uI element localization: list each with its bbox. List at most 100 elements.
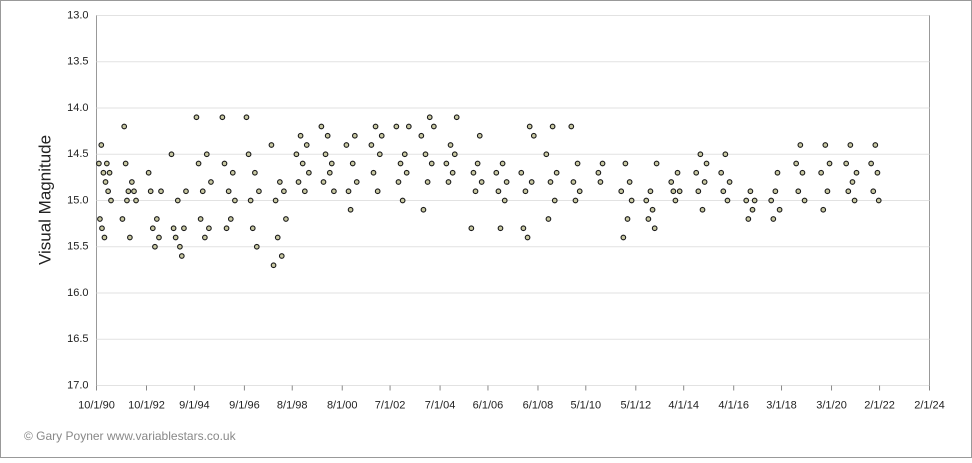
data-point: [276, 179, 283, 185]
data-point: [153, 216, 160, 222]
data-point: [574, 160, 581, 167]
data-point: [572, 197, 579, 204]
data-point: [145, 169, 152, 176]
data-point: [720, 188, 727, 195]
data-point: [199, 188, 206, 195]
data-point: [374, 188, 381, 195]
data-point: [147, 188, 154, 195]
y-tick-label: 16.5: [67, 333, 88, 345]
data-point: [843, 160, 850, 167]
data-point: [397, 160, 404, 167]
data-point: [125, 188, 132, 195]
data-point: [174, 197, 181, 204]
data-point: [651, 225, 658, 232]
data-point: [293, 151, 300, 158]
data-point: [256, 188, 262, 195]
data-point: [874, 169, 881, 176]
data-point: [331, 188, 337, 195]
data-point: [693, 169, 700, 176]
data-point: [283, 216, 289, 222]
data-point: [453, 114, 460, 121]
footer: © Gary Poyner www.variablestars.co.uk: [24, 429, 237, 443]
data-point: [320, 179, 327, 185]
data-point: [872, 142, 879, 148]
data-point: [122, 160, 129, 167]
data-point: [133, 197, 139, 204]
data-point: [653, 160, 660, 167]
x-tick-label: 9/1/96: [229, 399, 260, 411]
data-point: [849, 179, 856, 185]
data-point: [353, 179, 360, 185]
data-point: [418, 132, 425, 139]
data-point: [643, 197, 650, 204]
data-point: [243, 114, 250, 121]
data-point: [318, 123, 325, 130]
x-tick-label: 6/1/06: [473, 399, 504, 411]
y-tick-label: 16.0: [67, 287, 88, 299]
data-point: [626, 179, 633, 185]
x-tick-label: 4/1/16: [718, 399, 749, 411]
data-point: [774, 169, 781, 176]
data-point: [227, 216, 234, 222]
data-point: [801, 197, 808, 204]
y-tick-label: 14.5: [67, 148, 88, 160]
data-point: [701, 179, 708, 185]
data-point: [443, 160, 450, 167]
data-point: [695, 188, 702, 195]
x-tick-label: 6/1/08: [523, 399, 554, 411]
data-point: [206, 225, 212, 232]
y-axis-label: Visual Magnitude: [35, 135, 54, 265]
data-point: [674, 169, 681, 176]
data-point: [178, 253, 185, 259]
data-point: [303, 142, 310, 148]
data-point: [99, 225, 105, 232]
data-point: [468, 225, 475, 232]
data-point: [474, 160, 481, 167]
y-tick-label: 13.5: [67, 56, 88, 68]
data-point: [108, 197, 114, 204]
data-point: [124, 197, 130, 204]
x-tick-label: 7/1/04: [425, 399, 456, 411]
data-point: [497, 225, 504, 232]
data-point: [576, 188, 583, 195]
data-point: [131, 188, 137, 195]
x-tick-label: 4/1/14: [668, 399, 699, 411]
data-point: [503, 179, 510, 185]
data-point: [526, 123, 533, 130]
x-tick-label: 5/1/10: [570, 399, 601, 411]
data-point: [152, 243, 158, 250]
x-tick-label: 3/1/18: [766, 399, 797, 411]
data-point: [868, 160, 874, 167]
data-point: [476, 132, 483, 139]
data-point: [223, 225, 230, 232]
x-tick-label: 10/1/90: [78, 399, 115, 411]
data-point: [822, 142, 829, 148]
data-point: [119, 216, 126, 222]
data-point: [595, 169, 602, 176]
data-point: [252, 169, 258, 176]
data-point: [749, 206, 756, 213]
data-point: [347, 206, 354, 213]
data-point: [98, 142, 105, 148]
data-point: [295, 179, 302, 185]
data-point: [747, 188, 754, 195]
y-tick-label: 17.0: [67, 379, 88, 391]
data-point: [499, 160, 506, 167]
data-point: [170, 225, 177, 232]
data-point: [528, 179, 535, 185]
data-point: [745, 216, 752, 222]
x-tick-label: 8/1/98: [277, 399, 308, 411]
data-point: [100, 169, 107, 176]
x-tick-label: 7/1/02: [375, 399, 406, 411]
data-point: [422, 151, 429, 158]
data-point: [551, 197, 558, 204]
data-point: [645, 216, 652, 222]
x-tick-label: 5/1/12: [621, 399, 652, 411]
y-tick-label: 14.0: [67, 102, 88, 114]
data-point: [249, 225, 256, 232]
data-point: [649, 206, 656, 213]
data-point: [183, 188, 189, 195]
data-point: [97, 216, 103, 222]
data-point: [129, 179, 135, 185]
